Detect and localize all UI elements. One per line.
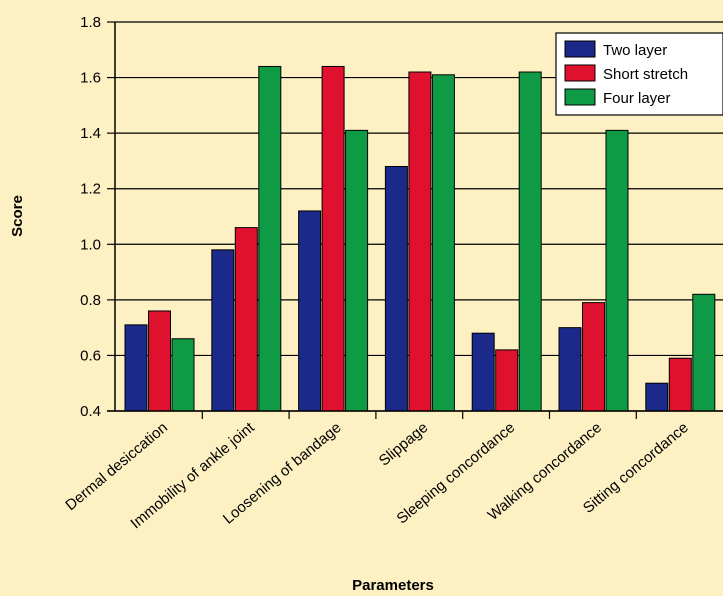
bar-short-stretch <box>582 302 605 412</box>
bar-four-layer <box>171 338 195 412</box>
bar-short-stretch <box>148 310 171 412</box>
y-tick-label: 0.6 <box>80 347 101 364</box>
legend-swatch <box>564 64 596 82</box>
bar-short-stretch <box>234 227 258 412</box>
bar-short-stretch <box>408 71 432 412</box>
y-tick-label: 0.4 <box>80 403 101 420</box>
bar-four-layer <box>258 65 282 412</box>
bar-two-layer <box>124 324 148 412</box>
bar-short-stretch <box>495 349 519 412</box>
bar-group <box>124 65 716 412</box>
y-tick-label: 1.6 <box>80 70 101 87</box>
y-tick-label: 1.0 <box>80 236 101 253</box>
bar-four-layer <box>431 74 455 412</box>
y-axis-title: Score <box>9 195 26 237</box>
legend: Two layer Short stretch Four layer <box>555 32 723 116</box>
legend-swatch <box>564 40 596 58</box>
bar-two-layer <box>298 210 322 412</box>
y-tick-label: 0.8 <box>80 292 101 309</box>
bar-two-layer <box>645 382 669 412</box>
legend-label: Four layer <box>603 90 671 107</box>
x-axis-title: Parameters <box>352 577 434 594</box>
axes <box>107 22 723 419</box>
bar-two-layer <box>558 327 582 412</box>
legend-label: Two layer <box>603 42 667 59</box>
bar-two-layer <box>384 165 408 412</box>
bar-four-layer <box>692 293 716 412</box>
x-category-label: Slippage <box>376 419 432 470</box>
bar-four-layer <box>518 71 542 412</box>
y-tick-label: 1.8 <box>80 14 101 31</box>
y-tick-label: 1.4 <box>80 125 101 142</box>
bar-short-stretch <box>668 357 692 412</box>
legend-label: Short stretch <box>603 66 688 83</box>
bar-two-layer <box>211 249 235 412</box>
y-tick-label: 1.2 <box>80 181 101 198</box>
bar-four-layer <box>345 129 369 412</box>
y-tick-labels: 0.4 0.6 0.8 1.0 1.2 1.4 1.6 1.8 <box>80 14 101 420</box>
bar-four-layer <box>605 129 629 412</box>
bar-two-layer <box>471 332 495 412</box>
legend-swatch <box>564 88 596 106</box>
bar-short-stretch <box>321 65 345 412</box>
